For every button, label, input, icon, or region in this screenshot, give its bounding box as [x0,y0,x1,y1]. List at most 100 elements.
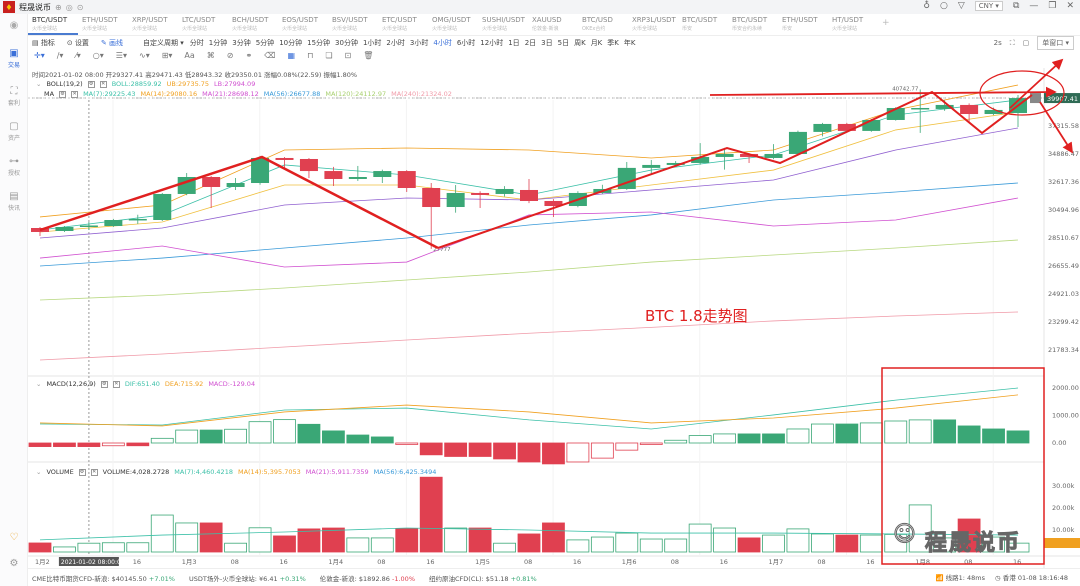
period-6[interactable]: 30分钟 [335,39,358,47]
ticker-item[interactable]: 纽约原油CFD(CL): $51.18 +0.81% [429,573,537,583]
period-18[interactable]: 月K [590,39,603,47]
ticker-item[interactable]: 伦敦金-新浪: $1892.86 -1.00% [320,573,415,583]
tab-xauusd[interactable]: XAUUSD 伦敦金·新浪 [528,14,578,35]
period-16[interactable]: 5日 [557,39,570,47]
tab-sushi-usdt[interactable]: SUSHI/USDT 火币全球站 [478,14,528,35]
tab-btc-usdt[interactable]: BTC/USDT 币安合约永续 [728,14,778,35]
tab-bsv-usdt[interactable]: BSV/USDT 火币全球站 [328,14,378,35]
tab-etc-usdt[interactable]: ETC/USDT 火币全球站 [378,14,428,35]
tab-omg-usdt[interactable]: OMG/USDT 火币全球站 [428,14,478,35]
sidebar-item-assets[interactable]: ▢ 资产 [0,121,28,142]
ray-tool-icon[interactable]: ⁄▾ [75,51,81,60]
add-icon[interactable]: ⊕ [55,2,62,12]
volume-settings-icon[interactable]: ⚙ [78,468,86,476]
period-9[interactable]: 3小时 [409,39,429,47]
period-12[interactable]: 12小时 [480,39,504,47]
vip-icon[interactable]: ♡ [9,532,19,543]
tab-bch-usdt[interactable]: BCH/USDT 火币全球站 [228,14,278,35]
settings-icon[interactable]: ⊙ [76,2,84,12]
crosshair-tool-icon[interactable]: ✛▾ [34,51,45,60]
tab-btc-usdt[interactable]: BTC/USDT 币安 [678,14,728,35]
period-11[interactable]: 6小时 [456,39,476,47]
ma-close-icon[interactable]: ✕ [71,90,79,98]
settings-icon[interactable]: ⚙ [9,558,19,569]
refresh-interval[interactable]: 2s [993,39,1002,47]
indicator-button[interactable]: ▤ 指标 [32,39,55,47]
add-alert-button[interactable] [1030,93,1041,104]
period-13[interactable]: 1日 [508,39,520,47]
minimize-button[interactable]: — [1029,1,1039,11]
add-tab-button[interactable]: + [882,18,890,28]
parallel-tool-icon[interactable]: ☰▾ [115,51,127,60]
period-5[interactable]: 15分钟 [307,39,331,47]
tab-eth-usdt[interactable]: ETH/USDT 币安 [778,14,828,35]
link-tool-icon[interactable]: ⚭ [245,51,253,60]
period-15[interactable]: 3日 [541,39,553,47]
box-tool-icon[interactable]: ⊞▾ [161,51,173,60]
tab-ht-usdt[interactable]: HT/USDT 火币全球站 [828,14,878,35]
sidebar-item-authorize[interactable]: ⊶ 授权 [0,156,28,177]
window-icon[interactable]: ▢ [1022,39,1030,47]
screenshot-tool-icon[interactable]: ⊡ [344,51,352,60]
eraser-tool-icon[interactable]: ⌫ [264,51,276,60]
period-20[interactable]: 年K [623,39,636,47]
shirt-icon[interactable]: ▽ [957,1,965,11]
ticker-item[interactable]: USDT场外-火币全球站: ¥6.41 +0.31% [189,573,306,583]
line-tool-icon[interactable]: ∕▾ [56,51,64,60]
globe-icon[interactable]: ◉ [9,20,19,31]
macd-close-icon[interactable]: ✕ [112,380,120,388]
macd-bar [175,429,199,444]
period-14[interactable]: 2日 [524,39,537,47]
window-mode-select[interactable]: 单窗口 ▾ [1037,36,1074,50]
currency-select[interactable]: CNY ▾ [974,1,1003,11]
hide-tool-icon[interactable]: ⊘ [226,51,234,60]
tab-eth-usdt[interactable]: ETH/USDT 火币全球站 [78,14,128,35]
period-4[interactable]: 10分钟 [279,39,303,47]
tab-eos-usdt[interactable]: EOS/USDT 火币全球站 [278,14,328,35]
chat-icon[interactable]: ○ [940,1,948,11]
ma-settings-icon[interactable]: ⚙ [59,90,67,98]
copy-tool-icon[interactable]: ❏ [325,51,333,60]
tab-btc-usd[interactable]: BTC/USD OKEx合约 [578,14,628,35]
tab-btc-usdt[interactable]: BTC/USDT 火币全球站 [28,14,78,35]
period-8[interactable]: 2小时 [386,39,405,47]
sidebar-item-news[interactable]: ▤ 快讯 [0,191,28,212]
period-0[interactable]: 分时 [189,39,204,47]
tab-xrp3l-usdt[interactable]: XRP3L/USDT 火币全球站 [628,14,678,35]
text-tool-icon[interactable]: Aa [184,51,195,60]
maximize-button[interactable]: ❐ [1048,1,1057,11]
delete-tool-icon[interactable]: 🗑 [363,51,374,60]
wave-tool-icon[interactable]: ∿▾ [138,51,150,60]
boll-settings-icon[interactable]: ⚙ [87,80,95,88]
period-17[interactable]: 周K [574,39,586,47]
refresh-icon[interactable]: ◎ [65,2,73,12]
draw-button[interactable]: ✎ 画线 [100,39,124,47]
macd-settings-icon[interactable]: ⚙ [100,380,108,388]
period-10[interactable]: 4小时 [433,39,452,47]
close-button[interactable]: ✕ [1066,1,1074,11]
volume-close-icon[interactable]: ✕ [90,468,98,476]
sidebar-item-arbitrage[interactable]: ⛶ 套利 [0,86,28,107]
period-2[interactable]: 3分钟 [232,39,251,47]
period-19[interactable]: 季K [607,39,619,47]
tab-ltc-usdt[interactable]: LTC/USDT 火币全球站 [178,14,228,35]
period-1[interactable]: 1分钟 [208,39,228,47]
period-7[interactable]: 1小时 [362,39,382,47]
settings-button[interactable]: ⊙ 设置 [66,39,89,47]
bulb-icon[interactable]: ♁ [923,1,930,11]
tab-xrp-usdt[interactable]: XRP/USDT 火币全球站 [128,14,178,35]
lock-tool-icon[interactable]: ⊓ [307,51,314,60]
macd-bar [321,430,345,444]
sidebar-item-trade[interactable]: ▣ 交易 [0,48,28,69]
fullscreen-icon[interactable]: ⛶ [1009,38,1015,47]
popout-icon[interactable]: ⧉ [1012,1,1020,11]
period-3[interactable]: 5分钟 [255,39,275,47]
custom-period-dropdown[interactable]: 自定义周期 ▾ [143,39,184,47]
boll-close-icon[interactable]: ✕ [99,80,107,88]
circle-tool-icon[interactable]: ○▾ [92,51,104,60]
ticker-item[interactable]: CME比特币期货CFD-新浪: $40145.50 +7.01% [32,573,175,583]
connection-status[interactable]: 📶 线路1: 48ms [935,574,986,582]
measure-tool-icon[interactable]: ▦ [287,51,296,60]
magnet-tool-icon[interactable]: ⌘ [206,51,215,60]
